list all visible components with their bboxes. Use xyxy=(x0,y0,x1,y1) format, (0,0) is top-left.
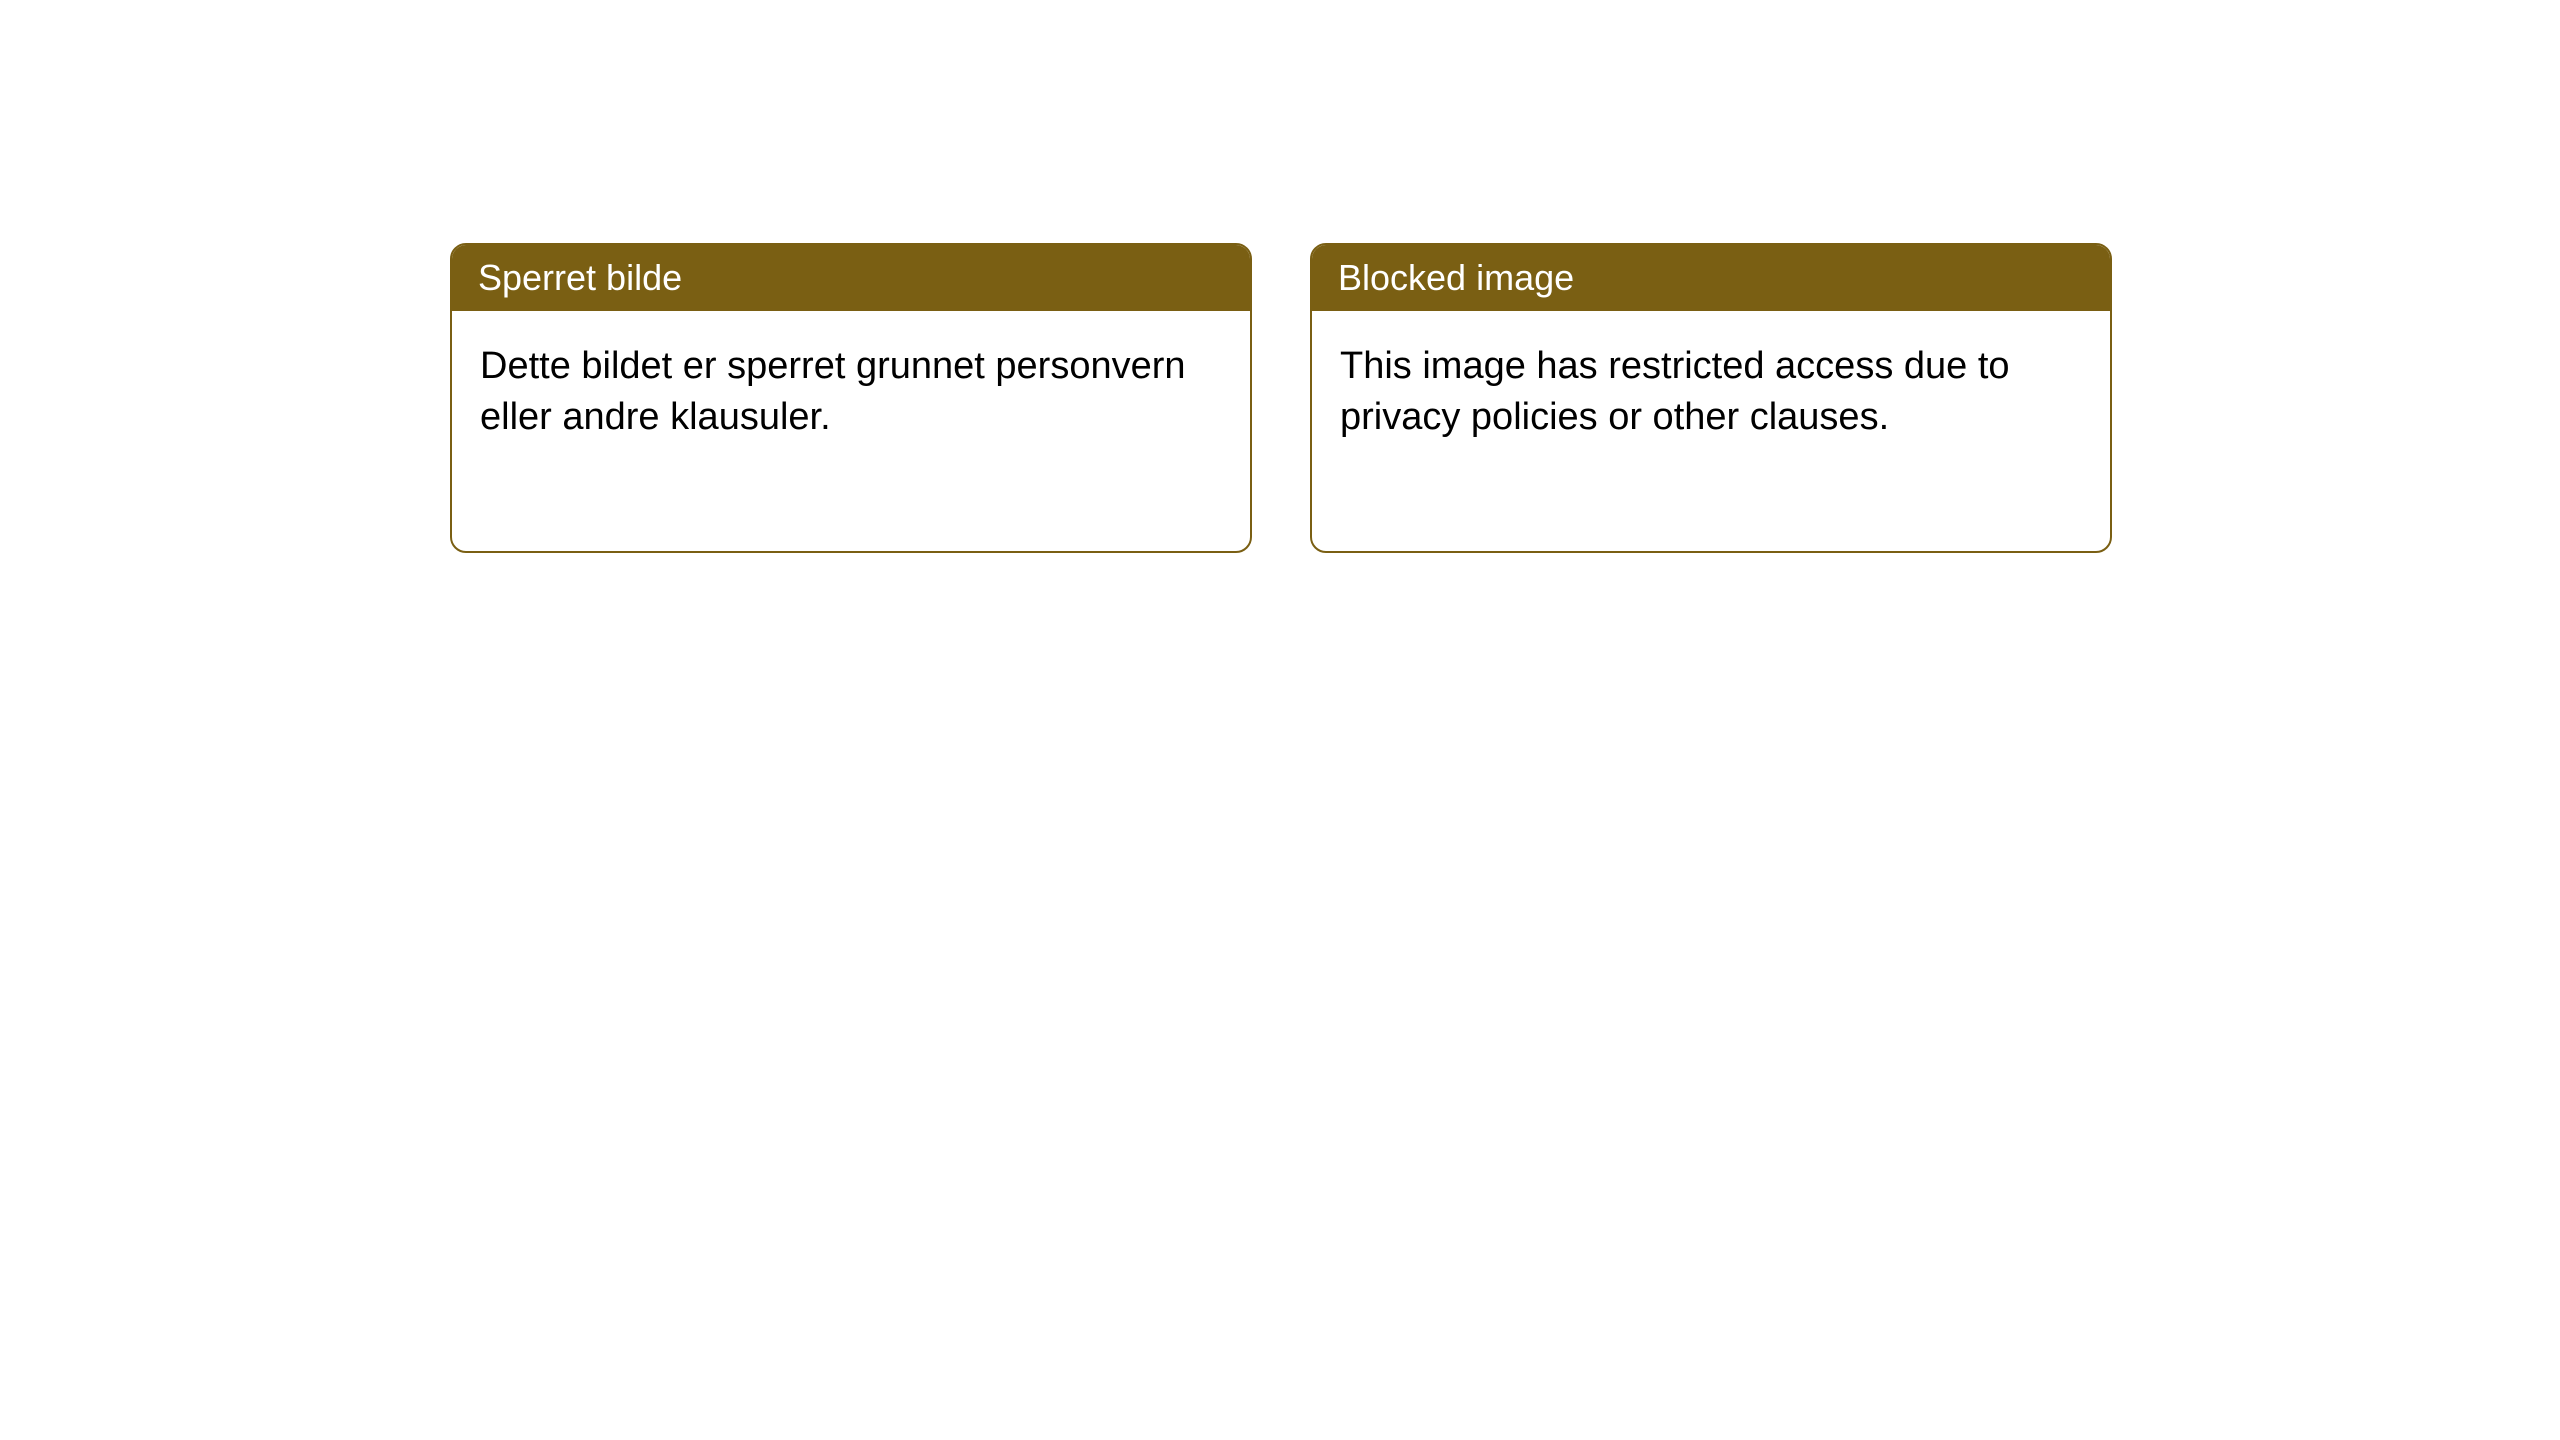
notice-box-norwegian: Sperret bilde Dette bildet er sperret gr… xyxy=(450,243,1252,553)
notice-body-english: This image has restricted access due to … xyxy=(1312,311,2110,551)
notice-title-english: Blocked image xyxy=(1312,245,2110,311)
notice-body-norwegian: Dette bildet er sperret grunnet personve… xyxy=(452,311,1250,551)
notices-container: Sperret bilde Dette bildet er sperret gr… xyxy=(0,0,2560,553)
notice-title-norwegian: Sperret bilde xyxy=(452,245,1250,311)
notice-box-english: Blocked image This image has restricted … xyxy=(1310,243,2112,553)
